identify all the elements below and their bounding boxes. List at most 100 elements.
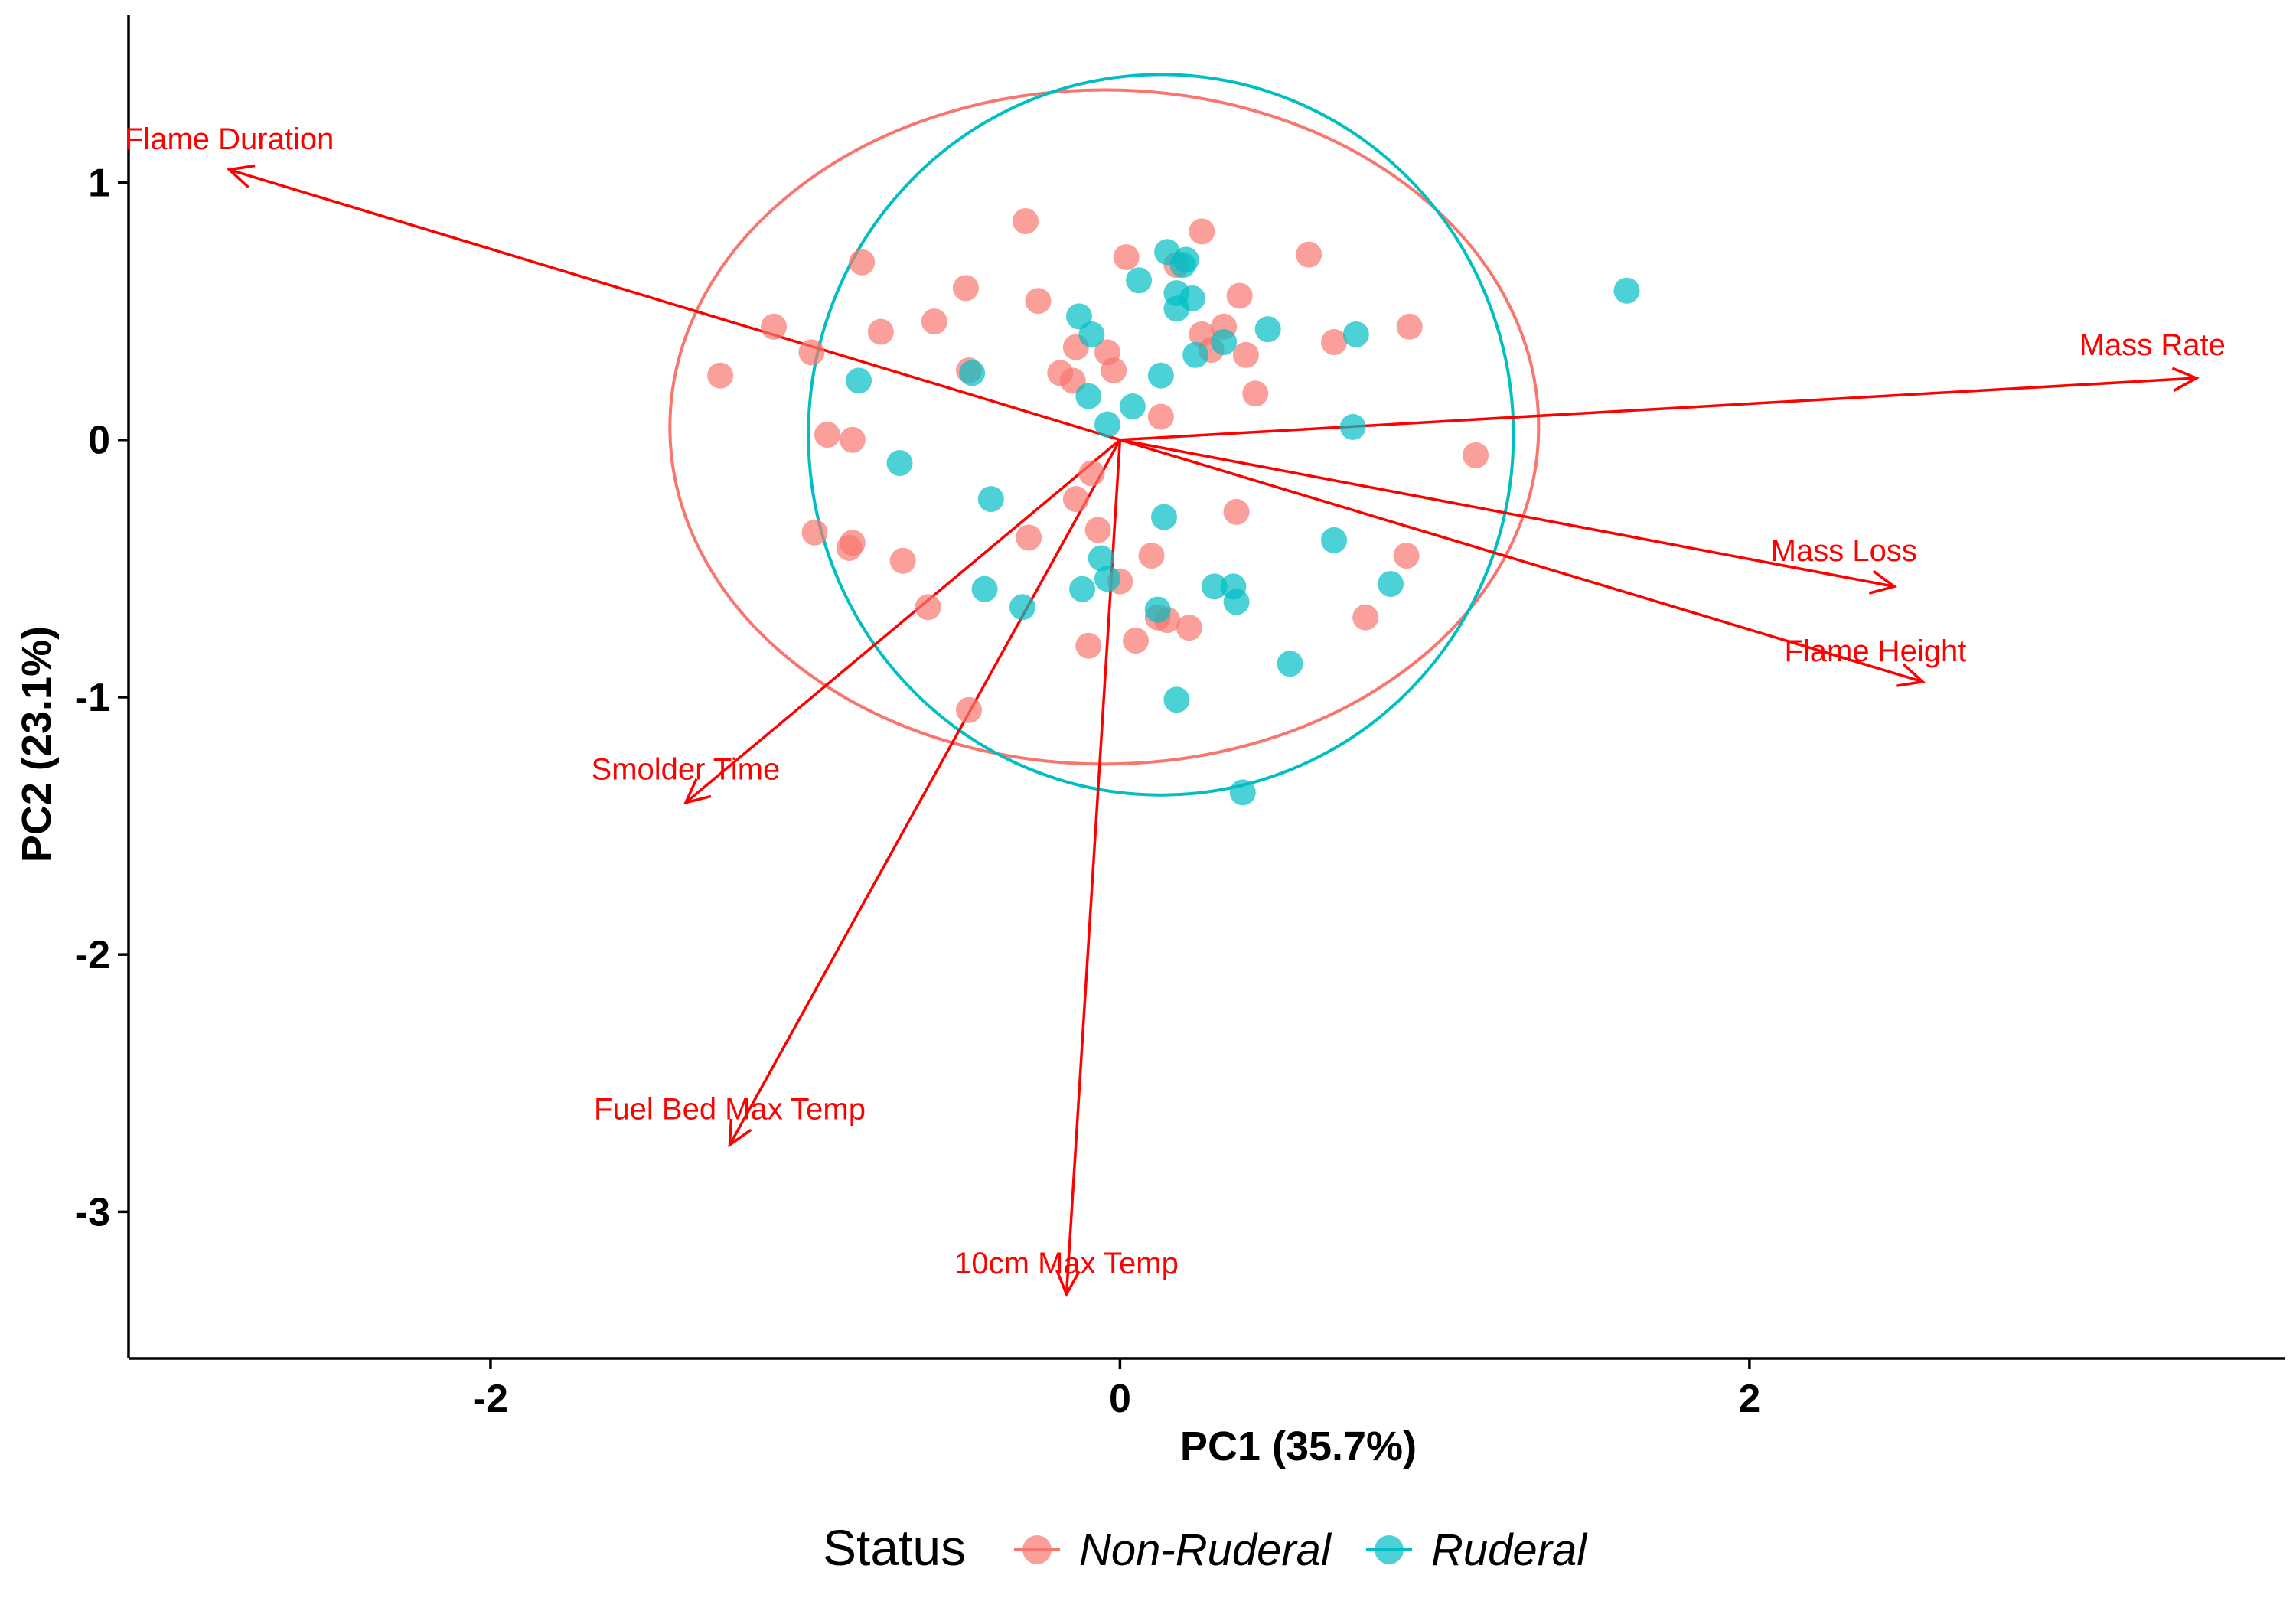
point-ruderal (1147, 362, 1174, 389)
loading-label-smolder-time: Smolder Time (592, 753, 781, 787)
point-non-ruderal (1122, 627, 1149, 654)
point-ruderal (959, 360, 986, 386)
point-non-ruderal (814, 422, 840, 448)
point-ruderal (1254, 316, 1281, 343)
y-tick-label: 1 (88, 161, 110, 206)
point-non-ruderal (801, 519, 828, 546)
point-ruderal (1339, 413, 1366, 440)
point-non-ruderal (1463, 442, 1489, 468)
point-non-ruderal (1226, 282, 1253, 309)
point-non-ruderal (1147, 403, 1174, 430)
arrowhead-flame-height (1896, 663, 1926, 687)
arrowhead-10cm-max-temp (1055, 1269, 1081, 1297)
loading-label-mass-loss: Mass Loss (1771, 534, 1917, 568)
point-ruderal (1229, 779, 1256, 806)
arrowhead-mass-loss (1868, 569, 1898, 595)
point-ruderal (1088, 545, 1114, 572)
point-non-ruderal (1013, 207, 1039, 234)
point-non-ruderal (1189, 218, 1215, 245)
ellipse-non-ruderal (668, 88, 1541, 766)
legend-label-ruderal: Ruderal (1431, 1525, 1588, 1575)
point-non-ruderal (915, 594, 941, 621)
x-tick-label: 2 (1738, 1377, 1760, 1421)
x-axis-title: PC1 (35.7%) (1180, 1423, 1417, 1469)
point-non-ruderal (956, 696, 983, 723)
arrow-mass-rate (1120, 377, 2197, 442)
point-non-ruderal (1084, 517, 1111, 543)
point-ruderal (1342, 321, 1369, 347)
point-ruderal (1078, 321, 1105, 347)
point-ruderal (1277, 651, 1303, 677)
arrow-mass-loss (1120, 439, 1895, 589)
point-ruderal (1075, 383, 1102, 409)
point-ruderal (1163, 295, 1190, 322)
point-non-ruderal (1393, 543, 1420, 569)
point-ruderal (971, 576, 998, 602)
point-ruderal (1613, 277, 1640, 304)
legend-key-non-ruderal (1022, 1535, 1052, 1564)
point-ruderal (1169, 252, 1196, 279)
point-non-ruderal (1062, 486, 1089, 513)
point-ruderal (1065, 303, 1092, 330)
point-ruderal (1094, 566, 1120, 592)
ellipse-ruderal (807, 73, 1515, 797)
y-tick-label: 0 (88, 419, 110, 463)
point-ruderal (886, 450, 913, 476)
point-ruderal (1321, 527, 1348, 553)
y-axis-title: PC2 (23.1%) (14, 626, 60, 863)
loading-label-mass-rate: Mass Rate (2079, 328, 2226, 362)
x-tick-label: 0 (1109, 1377, 1131, 1421)
point-non-ruderal (849, 249, 876, 276)
point-ruderal (1009, 594, 1035, 621)
point-non-ruderal (1321, 328, 1348, 355)
point-non-ruderal (952, 275, 979, 302)
arrowhead-mass-rate (2171, 367, 2200, 393)
loading-label-flame-duration: Flame Duration (125, 122, 334, 156)
point-non-ruderal (1078, 460, 1105, 487)
point-non-ruderal (1101, 357, 1127, 383)
arrow-flame-height (1119, 439, 1923, 683)
point-ruderal (1144, 596, 1171, 623)
point-ruderal (1119, 393, 1146, 420)
point-non-ruderal (798, 339, 825, 366)
x-tick-label: -2 (473, 1377, 508, 1421)
loading-label-flame-height: Flame Height (1784, 634, 1966, 668)
arrowhead-smolder-time (683, 778, 712, 805)
point-non-ruderal (1016, 524, 1042, 551)
point-non-ruderal (1242, 380, 1269, 407)
y-tick-label: -2 (75, 933, 110, 977)
point-non-ruderal (707, 362, 734, 389)
arrow-flame-duration (229, 168, 1120, 442)
point-ruderal (1211, 328, 1238, 355)
arrowhead-flame-duration (226, 164, 256, 189)
point-non-ruderal (839, 426, 866, 453)
point-ruderal (1126, 267, 1153, 294)
loading-label-fuel-bed-max-temp: Fuel Bed Max Temp (594, 1092, 866, 1126)
arrow-fuel-bed-max-temp (728, 439, 1121, 1146)
point-non-ruderal (1232, 341, 1259, 368)
point-ruderal (1201, 573, 1228, 600)
point-non-ruderal (1396, 313, 1423, 340)
arrow-smolder-time (684, 439, 1121, 804)
point-ruderal (1163, 686, 1190, 713)
point-non-ruderal (761, 313, 788, 340)
point-non-ruderal (836, 534, 863, 561)
point-ruderal (1378, 571, 1404, 598)
point-ruderal (1150, 504, 1177, 530)
y-tick-label: -3 (75, 1190, 110, 1234)
point-ruderal (1182, 341, 1209, 368)
point-non-ruderal (921, 308, 947, 335)
point-non-ruderal (1025, 288, 1052, 315)
point-non-ruderal (1075, 632, 1102, 659)
point-non-ruderal (1113, 244, 1140, 271)
point-non-ruderal (1352, 604, 1379, 631)
loading-label-10cm-max-temp: 10cm Max Temp (954, 1247, 1179, 1280)
point-non-ruderal (1176, 615, 1202, 641)
arrowhead-fuel-bed-max-temp (728, 1118, 752, 1148)
point-non-ruderal (889, 547, 916, 574)
point-ruderal (977, 486, 1004, 513)
point-ruderal (846, 367, 872, 394)
legend-label-non-ruderal: Non-Ruderal (1079, 1525, 1332, 1575)
